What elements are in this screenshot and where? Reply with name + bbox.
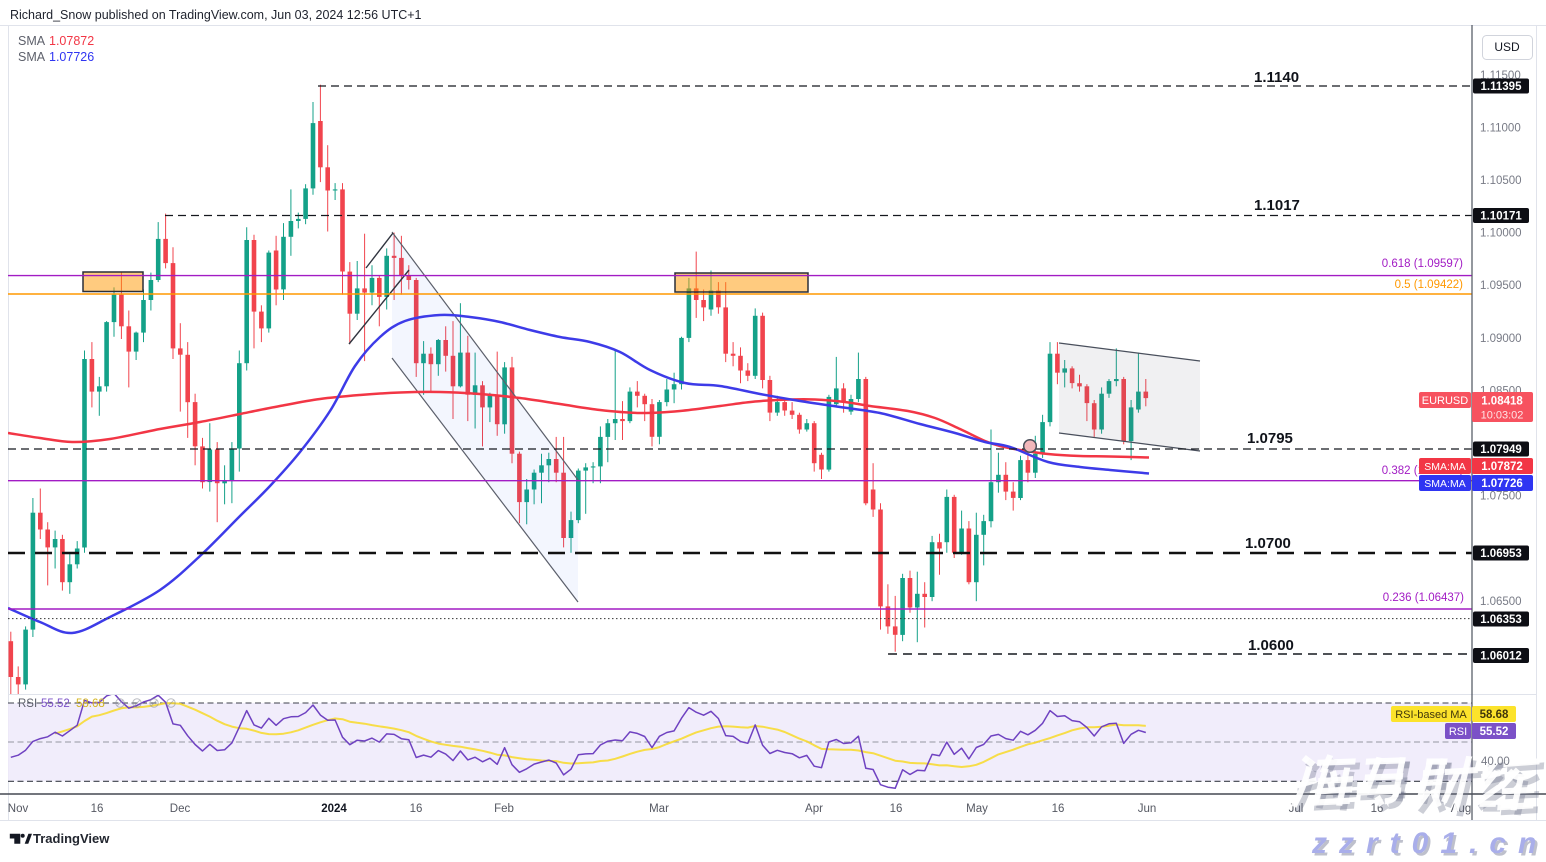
svg-text:16: 16 <box>1052 803 1065 815</box>
svg-text:55.52: 55.52 <box>1480 726 1509 738</box>
svg-text:Apr: Apr <box>805 803 823 815</box>
svg-text:Feb: Feb <box>494 803 514 815</box>
svg-text:1.09000: 1.09000 <box>1480 333 1522 345</box>
svg-text:RSI: RSI <box>1449 726 1467 738</box>
svg-text:zzrt01.cn: zzrt01.cn <box>1311 827 1546 857</box>
svg-text:1.07949: 1.07949 <box>1480 444 1522 456</box>
svg-text:1.10000: 1.10000 <box>1480 228 1522 240</box>
svg-text:USD: USD <box>1494 40 1520 54</box>
svg-text:SMA: SMA <box>18 34 46 48</box>
svg-text:1.10171: 1.10171 <box>1480 211 1522 223</box>
svg-text:1.0795: 1.0795 <box>1247 430 1293 447</box>
svg-text:1.07726: 1.07726 <box>1481 478 1523 490</box>
svg-text:16: 16 <box>91 803 104 815</box>
svg-text:Mar: Mar <box>649 803 669 815</box>
svg-text:May: May <box>966 803 988 815</box>
svg-text:58.68: 58.68 <box>1480 709 1509 721</box>
svg-text:55.52: 55.52 <box>41 698 70 710</box>
svg-text:Dec: Dec <box>170 803 191 815</box>
svg-text:40.00: 40.00 <box>1481 756 1510 768</box>
svg-text:Richard_Snow published on Trad: Richard_Snow published on TradingView.co… <box>10 8 422 22</box>
svg-text:SMA:MA: SMA:MA <box>1424 478 1465 490</box>
svg-text:0.618 (1.09597): 0.618 (1.09597) <box>1382 258 1463 270</box>
svg-text:1.06953: 1.06953 <box>1480 548 1522 560</box>
svg-text:2024: 2024 <box>321 803 347 815</box>
svg-text:1.0600: 1.0600 <box>1248 637 1294 654</box>
svg-text:0.5 (1.09422): 0.5 (1.09422) <box>1395 279 1464 291</box>
svg-text:1.09500: 1.09500 <box>1480 280 1522 292</box>
svg-text:1.06500: 1.06500 <box>1480 596 1522 608</box>
svg-text:RSI: RSI <box>18 698 37 710</box>
svg-text:1.0700: 1.0700 <box>1245 535 1291 552</box>
svg-text:1.1140: 1.1140 <box>1254 69 1299 86</box>
svg-text:1.1017: 1.1017 <box>1254 197 1300 214</box>
svg-text:1.11395: 1.11395 <box>1481 81 1523 93</box>
svg-text:16: 16 <box>410 803 423 815</box>
svg-text:1.07872: 1.07872 <box>1481 461 1523 473</box>
svg-text:1.06012: 1.06012 <box>1480 651 1522 663</box>
svg-text:1.07726: 1.07726 <box>49 50 94 64</box>
svg-text:1.06353: 1.06353 <box>1480 614 1522 626</box>
svg-text:0.236 (1.06437): 0.236 (1.06437) <box>1383 592 1464 604</box>
svg-text:58.68: 58.68 <box>76 698 105 710</box>
svg-text:1.10500: 1.10500 <box>1480 175 1522 187</box>
svg-text:1.07872: 1.07872 <box>49 34 94 48</box>
svg-text:RSI-based MA: RSI-based MA <box>1395 709 1467 721</box>
svg-text:Nov: Nov <box>8 803 29 815</box>
svg-text:EURUSD: EURUSD <box>1422 395 1469 407</box>
svg-text:SMA: SMA <box>18 50 46 64</box>
svg-text:TradingView: TradingView <box>33 831 110 846</box>
svg-text:1.07500: 1.07500 <box>1480 491 1522 503</box>
svg-text:16: 16 <box>890 803 903 815</box>
svg-text:Jun: Jun <box>1138 803 1157 815</box>
svg-text:1.08418: 1.08418 <box>1481 396 1523 408</box>
svg-text:1.11000: 1.11000 <box>1480 122 1521 134</box>
svg-text:SMA:MA: SMA:MA <box>1424 461 1465 473</box>
svg-text:10:03:02: 10:03:02 <box>1481 410 1524 422</box>
